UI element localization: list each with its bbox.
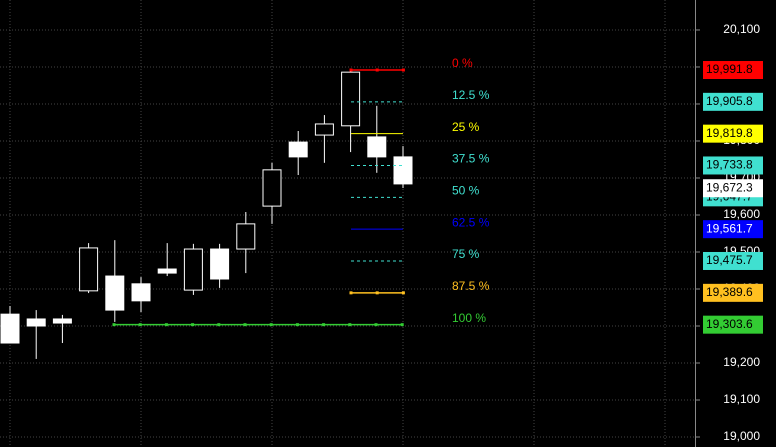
price-label: 19,561.7 [706,221,753,235]
candle-body [236,223,256,250]
price-label: 19,991.8 [706,62,753,76]
level-marker [295,323,299,327]
candle-body [341,71,361,127]
y-tick-label: 19,200 [723,355,760,369]
y-tick-label: 19,000 [723,429,760,443]
price-label-box [703,315,763,334]
price-label: 19,303.6 [706,317,753,331]
level-label: 100 % [452,311,486,325]
level-label: 87.5 % [452,279,490,293]
level-marker [401,68,405,72]
level-marker [349,68,353,72]
level-marker [269,323,273,327]
level-label: 50 % [452,184,480,198]
last-price-box [703,179,763,198]
level-marker [217,323,221,327]
level-marker [191,323,195,327]
y-tick-label: 19,600 [723,207,760,221]
candle-body [210,248,230,280]
price-label: 19,475.7 [706,253,753,267]
candle-body [79,247,99,292]
candle-body [288,141,308,158]
candle-body [26,318,46,327]
level-label: 75 % [452,247,480,261]
candle-body [314,123,334,136]
last-price-label: 19,672.3 [706,180,753,194]
price-label: 19,733.8 [706,158,753,172]
level-label: 62.5 % [452,215,490,229]
level-marker [112,323,116,327]
candle-body [262,169,282,207]
price-label-box [703,124,763,143]
candle-body [105,275,125,311]
y-tick-label: 20,100 [723,22,760,36]
candle-body [367,136,387,158]
level-label: 37.5 % [452,152,490,166]
level-marker [164,323,168,327]
level-marker [375,291,379,295]
price-label-box [703,61,763,80]
level-marker [349,291,353,295]
price-label-box [703,156,763,175]
level-label: 0 % [452,56,473,70]
candle-body [183,248,203,291]
price-label-box [703,220,763,239]
level-marker [243,323,247,327]
price-label: 19,819.8 [706,126,753,140]
level-marker [375,68,379,72]
candle-body [0,313,20,344]
level-marker [348,323,352,327]
candle-body [393,156,413,185]
candle-body [131,283,151,302]
price-label: 19,389.6 [706,285,753,299]
level-marker [138,323,142,327]
price-label-box [703,92,763,111]
price-label-box [703,251,763,270]
candle-body [157,268,177,274]
price-label: 19,905.8 [706,94,753,108]
vertical-grid [9,0,666,447]
price-label-box [703,283,763,302]
level-label: 12.5 % [452,88,490,102]
level-marker [401,291,405,295]
level-label: 25 % [452,120,480,134]
candle-body [52,318,72,324]
level-marker [322,323,326,327]
level-marker [400,323,404,327]
level-marker [374,323,378,327]
y-tick-label: 19,100 [723,392,760,406]
